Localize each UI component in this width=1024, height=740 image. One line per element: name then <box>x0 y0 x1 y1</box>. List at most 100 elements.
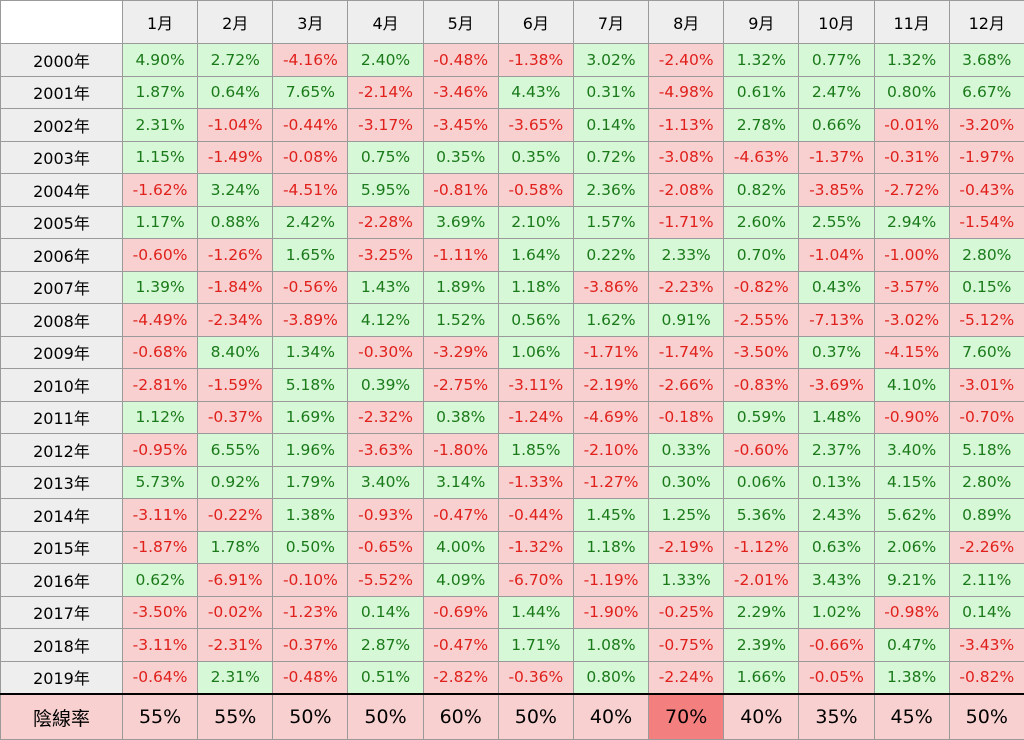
return-cell: 0.47% <box>874 629 949 662</box>
return-cell: 0.70% <box>724 239 799 272</box>
return-cell: 1.08% <box>573 629 648 662</box>
return-cell: -0.64% <box>123 661 198 694</box>
table-row: 2008年-4.49%-2.34%-3.89%4.12%1.52%0.56%1.… <box>1 304 1024 337</box>
return-cell: -2.14% <box>348 76 423 109</box>
bearish-rate-cell: 50% <box>949 694 1024 740</box>
return-cell: 8.40% <box>198 336 273 369</box>
return-cell: 0.82% <box>724 174 799 207</box>
bearish-rate-cell: 55% <box>198 694 273 740</box>
return-cell: -0.37% <box>273 629 348 662</box>
return-cell: -2.01% <box>724 564 799 597</box>
return-cell: -3.85% <box>799 174 874 207</box>
return-cell: -0.43% <box>949 174 1024 207</box>
return-cell: -0.70% <box>949 401 1024 434</box>
return-cell: -0.30% <box>348 336 423 369</box>
year-label: 2001年 <box>1 76 123 109</box>
year-label: 2014年 <box>1 499 123 532</box>
return-cell: 1.78% <box>198 531 273 564</box>
year-label: 2004年 <box>1 174 123 207</box>
return-cell: -1.33% <box>498 466 573 499</box>
return-cell: -4.16% <box>273 44 348 77</box>
return-cell: -1.62% <box>123 174 198 207</box>
return-cell: -1.13% <box>649 109 724 142</box>
return-cell: 5.73% <box>123 466 198 499</box>
bearish-rate-row: 陰線率 55%55%50%50%60%50%40%70%40%35%45%50% <box>1 694 1024 740</box>
return-cell: 1.32% <box>874 44 949 77</box>
return-cell: 0.06% <box>724 466 799 499</box>
bearish-rate-cell: 50% <box>348 694 423 740</box>
return-cell: 0.75% <box>348 141 423 174</box>
bearish-rate-cell: 40% <box>573 694 648 740</box>
bearish-rate-cell: 55% <box>123 694 198 740</box>
return-cell: -3.50% <box>724 336 799 369</box>
return-cell: -0.68% <box>123 336 198 369</box>
return-cell: 1.12% <box>123 401 198 434</box>
return-cell: 1.85% <box>498 434 573 467</box>
return-cell: 1.06% <box>498 336 573 369</box>
return-cell: -2.82% <box>423 661 498 694</box>
return-cell: -1.87% <box>123 531 198 564</box>
return-cell: 4.12% <box>348 304 423 337</box>
month-header: 2月 <box>198 1 273 44</box>
return-cell: -2.08% <box>649 174 724 207</box>
return-cell: 0.31% <box>573 76 648 109</box>
return-cell: 1.15% <box>123 141 198 174</box>
year-label: 2016年 <box>1 564 123 597</box>
return-cell: -0.82% <box>949 661 1024 694</box>
return-cell: 1.33% <box>649 564 724 597</box>
return-cell: 1.38% <box>273 499 348 532</box>
return-cell: -1.54% <box>949 206 1024 239</box>
return-cell: 1.34% <box>273 336 348 369</box>
return-cell: 0.89% <box>949 499 1024 532</box>
return-cell: 1.43% <box>348 271 423 304</box>
return-cell: -1.11% <box>423 239 498 272</box>
return-cell: -3.57% <box>874 271 949 304</box>
return-cell: -0.47% <box>423 629 498 662</box>
year-label: 2010年 <box>1 369 123 402</box>
return-cell: 1.17% <box>123 206 198 239</box>
return-cell: 0.50% <box>273 531 348 564</box>
return-cell: -3.25% <box>348 239 423 272</box>
return-cell: -0.81% <box>423 174 498 207</box>
return-cell: -0.65% <box>348 531 423 564</box>
return-cell: -0.22% <box>198 499 273 532</box>
year-label: 2017年 <box>1 596 123 629</box>
return-cell: -0.60% <box>123 239 198 272</box>
month-header: 1月 <box>123 1 198 44</box>
year-label: 2011年 <box>1 401 123 434</box>
return-cell: -2.72% <box>874 174 949 207</box>
return-cell: -3.01% <box>949 369 1024 402</box>
return-cell: 1.44% <box>498 596 573 629</box>
return-cell: 3.68% <box>949 44 1024 77</box>
table-row: 2004年-1.62%3.24%-4.51%5.95%-0.81%-0.58%2… <box>1 174 1024 207</box>
return-cell: -2.40% <box>649 44 724 77</box>
return-cell: 5.95% <box>348 174 423 207</box>
return-cell: 2.47% <box>799 76 874 109</box>
return-cell: 1.38% <box>874 661 949 694</box>
return-cell: 0.51% <box>348 661 423 694</box>
return-cell: -0.02% <box>198 596 273 629</box>
return-cell: 1.02% <box>799 596 874 629</box>
return-cell: 0.91% <box>649 304 724 337</box>
return-cell: -2.10% <box>573 434 648 467</box>
return-cell: -3.45% <box>423 109 498 142</box>
return-cell: -4.15% <box>874 336 949 369</box>
month-header: 5月 <box>423 1 498 44</box>
return-cell: -0.44% <box>498 499 573 532</box>
year-label: 2009年 <box>1 336 123 369</box>
return-cell: 0.33% <box>649 434 724 467</box>
return-cell: -2.34% <box>198 304 273 337</box>
return-cell: 2.60% <box>724 206 799 239</box>
month-header: 6月 <box>498 1 573 44</box>
return-cell: -0.95% <box>123 434 198 467</box>
return-cell: -3.11% <box>123 499 198 532</box>
month-header: 7月 <box>573 1 648 44</box>
return-cell: -3.50% <box>123 596 198 629</box>
return-cell: 1.18% <box>498 271 573 304</box>
month-header: 12月 <box>949 1 1024 44</box>
